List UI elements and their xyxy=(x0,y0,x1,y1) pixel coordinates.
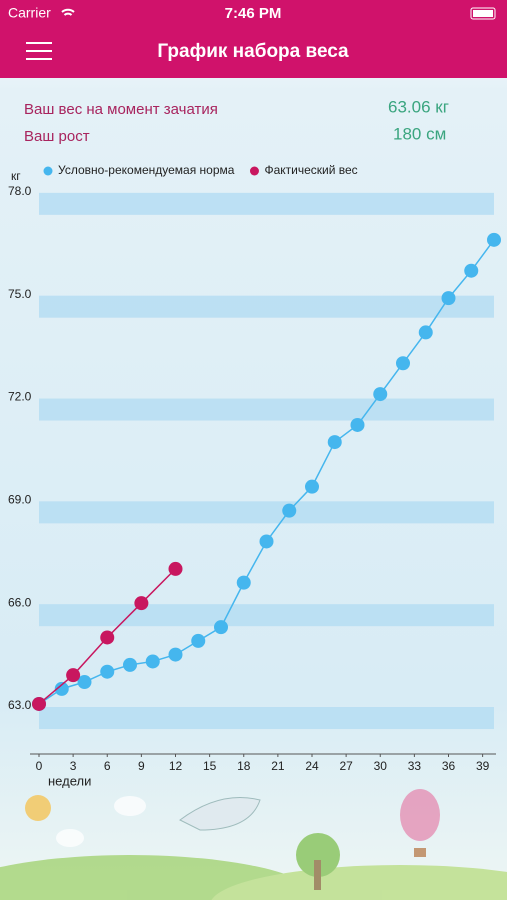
data-point xyxy=(396,356,410,371)
data-point xyxy=(418,325,433,340)
x-tick-label: 0 xyxy=(36,759,43,773)
x-tick-label: 3 xyxy=(70,759,77,773)
data-point xyxy=(100,664,115,679)
data-point xyxy=(66,668,81,683)
data-point xyxy=(259,534,274,549)
x-tick-label: 36 xyxy=(442,759,456,773)
legend-marker xyxy=(43,166,53,176)
weight-label: Ваш вес на момент зачатия xyxy=(24,101,218,118)
data-point xyxy=(305,479,319,494)
legend-marker xyxy=(249,166,259,176)
x-tick-label: 15 xyxy=(203,759,217,773)
y-tick-label: 63.0 xyxy=(8,698,32,712)
data-point xyxy=(191,633,206,648)
x-tick-label: 30 xyxy=(374,759,388,773)
data-point xyxy=(145,654,160,669)
data-point xyxy=(77,675,92,690)
header-title: График набора веса xyxy=(157,41,349,62)
data-point xyxy=(123,657,137,672)
x-tick-label: 27 xyxy=(339,759,353,773)
x-tick-label: 21 xyxy=(271,759,285,773)
grid-band xyxy=(39,398,494,421)
data-point xyxy=(373,387,388,402)
data-point xyxy=(236,575,251,590)
y-tick-label: 78.0 xyxy=(8,184,32,198)
y-tick-label: 75.0 xyxy=(8,287,32,301)
data-point xyxy=(282,503,297,518)
x-tick-label: 12 xyxy=(169,759,183,773)
battery-icon xyxy=(470,7,496,20)
carrier: Carrier xyxy=(8,5,51,21)
x-tick-label: 33 xyxy=(408,759,422,773)
x-tick-label: 6 xyxy=(104,759,111,773)
data-point xyxy=(54,681,69,696)
battery-level xyxy=(473,10,493,17)
y-tick-label: 66.0 xyxy=(8,595,32,609)
data-point xyxy=(168,561,183,576)
data-point xyxy=(350,417,365,432)
decoration xyxy=(0,789,507,900)
x-tick-label: 18 xyxy=(237,759,251,773)
legend-label: Условно-рекомендуемая норма xyxy=(58,163,235,177)
y-tick-label: 72.0 xyxy=(8,390,32,404)
height-value: 180 см xyxy=(393,124,446,143)
grid-band xyxy=(39,604,494,627)
menu-button[interactable] xyxy=(26,42,52,60)
data-point xyxy=(487,232,501,247)
x-tick-label: 9 xyxy=(138,759,145,773)
x-axis-label: недели xyxy=(48,773,91,788)
x-tick-label: 39 xyxy=(476,759,490,773)
y-axis-label: кг xyxy=(11,169,21,183)
time: 7:46 PM xyxy=(225,5,282,22)
legend-label: Фактический вес xyxy=(264,163,357,177)
grid-band xyxy=(39,295,494,318)
data-point xyxy=(441,291,456,306)
grid-band xyxy=(39,501,494,524)
data-point xyxy=(464,263,479,278)
data-point xyxy=(168,647,183,662)
header-bg xyxy=(0,0,507,78)
data-point xyxy=(134,596,149,611)
x-tick-label: 24 xyxy=(305,759,319,773)
y-tick-label: 69.0 xyxy=(8,493,32,507)
data-point xyxy=(214,620,228,635)
grid-band xyxy=(39,192,494,215)
grid-band xyxy=(39,707,494,730)
data-point xyxy=(100,630,115,645)
weight-value: 63.06 кг xyxy=(388,97,449,116)
height-label: Ваш рост xyxy=(24,128,90,145)
data-point xyxy=(327,435,342,450)
wifi-icon xyxy=(61,8,75,16)
data-point xyxy=(32,696,46,711)
